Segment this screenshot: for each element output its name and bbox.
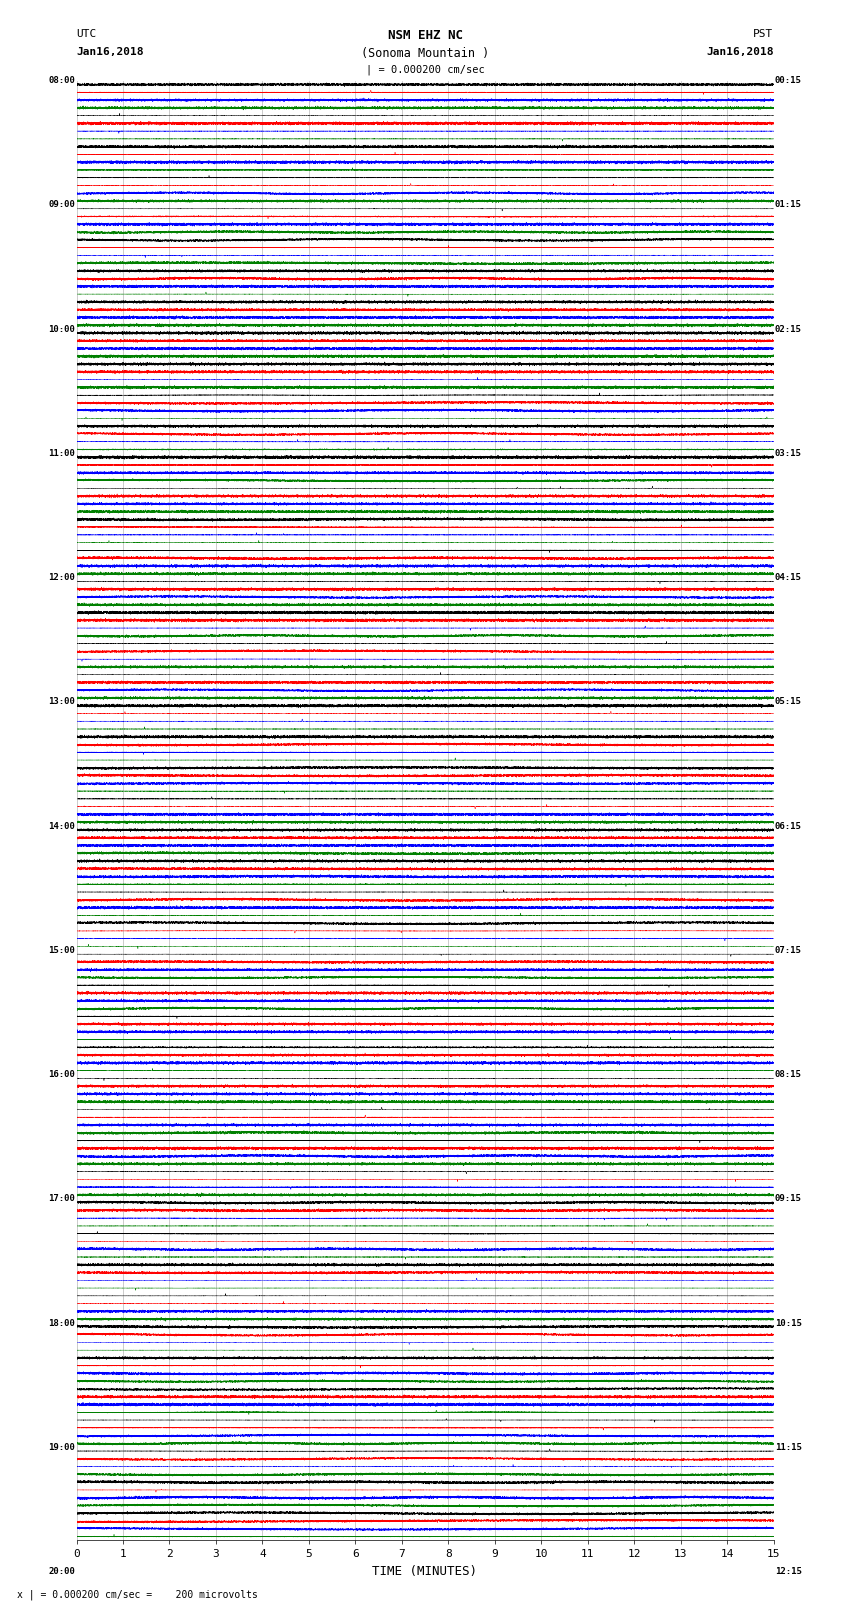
Text: 16:00: 16:00 (48, 1069, 75, 1079)
Text: 01:15: 01:15 (775, 200, 802, 210)
Text: | = 0.000200 cm/sec: | = 0.000200 cm/sec (366, 65, 484, 76)
Text: 06:15: 06:15 (775, 821, 802, 831)
Text: 02:15: 02:15 (775, 324, 802, 334)
Text: 12:00: 12:00 (48, 573, 75, 582)
Text: 19:00: 19:00 (48, 1442, 75, 1452)
Text: 20:00: 20:00 (48, 1566, 75, 1576)
Text: 00:15: 00:15 (775, 76, 802, 85)
Text: 10:00: 10:00 (48, 324, 75, 334)
X-axis label: TIME (MINUTES): TIME (MINUTES) (372, 1565, 478, 1578)
Text: Jan16,2018: Jan16,2018 (706, 47, 774, 56)
Text: 12:15: 12:15 (775, 1566, 802, 1576)
Text: 09:00: 09:00 (48, 200, 75, 210)
Text: 11:15: 11:15 (775, 1442, 802, 1452)
Text: NSM EHZ NC: NSM EHZ NC (388, 29, 462, 42)
Text: 13:00: 13:00 (48, 697, 75, 706)
Text: UTC: UTC (76, 29, 97, 39)
Text: 05:15: 05:15 (775, 697, 802, 706)
Text: 07:15: 07:15 (775, 945, 802, 955)
Text: 09:15: 09:15 (775, 1194, 802, 1203)
Text: Jan16,2018: Jan16,2018 (76, 47, 144, 56)
Text: 18:00: 18:00 (48, 1318, 75, 1327)
Text: 03:15: 03:15 (775, 448, 802, 458)
Text: 08:15: 08:15 (775, 1069, 802, 1079)
Text: PST: PST (753, 29, 774, 39)
Text: x | = 0.000200 cm/sec =    200 microvolts: x | = 0.000200 cm/sec = 200 microvolts (17, 1589, 258, 1600)
Text: 08:00: 08:00 (48, 76, 75, 85)
Text: 10:15: 10:15 (775, 1318, 802, 1327)
Text: 17:00: 17:00 (48, 1194, 75, 1203)
Text: 04:15: 04:15 (775, 573, 802, 582)
Text: (Sonoma Mountain ): (Sonoma Mountain ) (361, 47, 489, 60)
Text: 15:00: 15:00 (48, 945, 75, 955)
Text: 11:00: 11:00 (48, 448, 75, 458)
Text: 14:00: 14:00 (48, 821, 75, 831)
